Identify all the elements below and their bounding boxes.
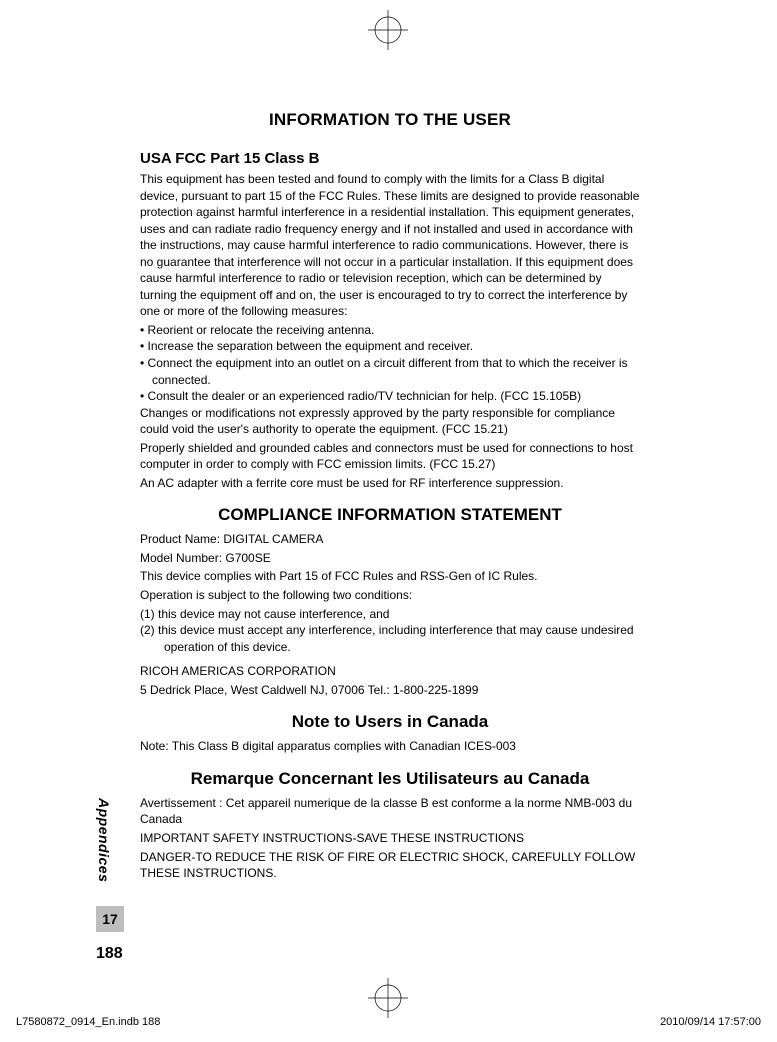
compliance-product-name: Product Name: DIGITAL CAMERA: [140, 531, 640, 548]
heading-canada-fr: Remarque Concernant les Utilisateurs au …: [140, 769, 640, 789]
footer-right: 2010/09/14 17:57:00: [660, 1016, 761, 1028]
content-column: INFORMATION TO THE USER USA FCC Part 15 …: [140, 110, 640, 884]
heading-canada-en: Note to Users in Canada: [140, 712, 640, 732]
footer-left: L7580872_0914_En.indb 188: [16, 1016, 160, 1028]
section-label: Appendices: [96, 780, 112, 900]
canada-fr-avert: Avertissement : Cet appareil numerique d…: [140, 795, 640, 828]
fcc-changes: Changes or modifications not expressly a…: [140, 405, 640, 438]
heading-main: INFORMATION TO THE USER: [140, 110, 640, 130]
crop-mark-top: [368, 10, 408, 50]
canada-fr-danger: DANGER-TO REDUCE THE RISK OF FIRE OR ELE…: [140, 849, 640, 882]
fcc-bullet: Connect the equipment into an outlet on …: [140, 355, 640, 388]
compliance-model-number: Model Number: G700SE: [140, 550, 640, 567]
fcc-bullet: Consult the dealer or an experienced rad…: [140, 388, 640, 405]
crop-mark-bottom: [368, 978, 408, 1018]
compliance-condition: (2) this device must accept any interfer…: [140, 622, 640, 655]
fcc-ferrite: An AC adapter with a ferrite core must b…: [140, 475, 640, 492]
canada-en-note: Note: This Class B digital apparatus com…: [140, 738, 640, 755]
fcc-bullet: Reorient or relocate the receiving anten…: [140, 322, 640, 339]
page-number: 188: [96, 945, 123, 963]
fcc-intro: This equipment has been tested and found…: [140, 171, 640, 320]
heading-fcc: USA FCC Part 15 Class B: [140, 150, 640, 167]
chapter-chip: 17: [96, 906, 124, 932]
compliance-condition: (1) this device may not cause interferen…: [140, 606, 640, 623]
fcc-bullet: Increase the separation between the equi…: [140, 338, 640, 355]
heading-compliance: COMPLIANCE INFORMATION STATEMENT: [140, 505, 640, 525]
compliance-addr: 5 Dedrick Place, West Caldwell NJ, 07006…: [140, 682, 640, 699]
compliance-corp: RICOH AMERICAS CORPORATION: [140, 663, 640, 680]
fcc-bullet-list: Reorient or relocate the receiving anten…: [140, 322, 640, 405]
compliance-complies: This device complies with Part 15 of FCC…: [140, 568, 640, 585]
fcc-shielded: Properly shielded and grounded cables an…: [140, 440, 640, 473]
compliance-operation-intro: Operation is subject to the following tw…: [140, 587, 640, 604]
compliance-conditions: (1) this device may not cause interferen…: [140, 606, 640, 656]
spacer: [140, 655, 640, 663]
canada-fr-important: IMPORTANT SAFETY INSTRUCTIONS-SAVE THESE…: [140, 830, 640, 847]
page-root: INFORMATION TO THE USER USA FCC Part 15 …: [0, 0, 777, 1042]
side-tab: Appendices 17: [96, 780, 126, 932]
